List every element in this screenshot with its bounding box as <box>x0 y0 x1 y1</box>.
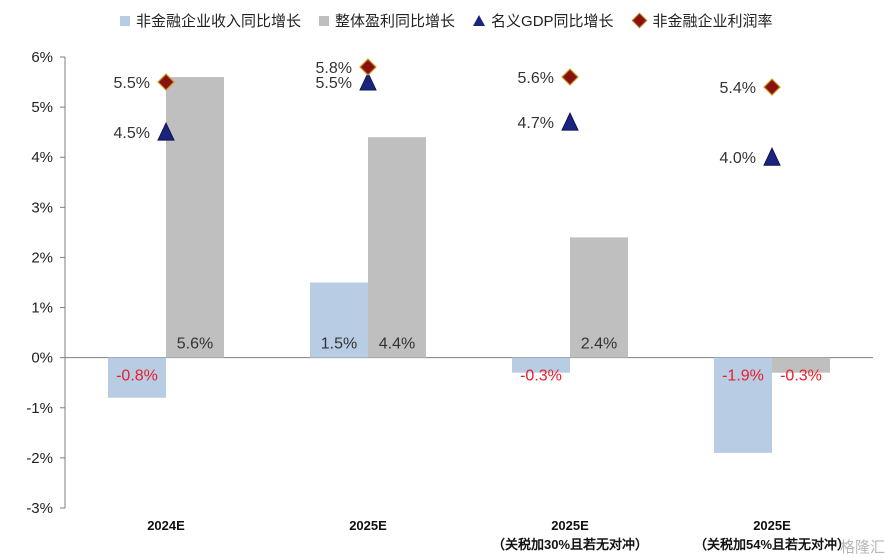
category-label: 2024E <box>147 518 185 533</box>
gdp-marker <box>561 111 579 131</box>
earnings-bar-label: -0.3% <box>780 368 822 385</box>
legend-label-earnings: 整体盈利同比增长 <box>335 13 456 30</box>
earnings-bar-label: 4.4% <box>379 336 415 353</box>
y-tick-label: -1% <box>26 400 53 417</box>
revenue-bar-label: 1.5% <box>321 336 357 353</box>
earnings-bar <box>570 237 628 358</box>
y-tick-label: 3% <box>31 199 53 216</box>
legend-label-margin: 非金融企业利润率 <box>652 13 773 30</box>
y-tick-label: 5% <box>31 99 53 116</box>
gdp-label: 5.5% <box>316 75 352 92</box>
category-label: 2025E <box>753 518 791 533</box>
earnings-bar <box>368 137 426 358</box>
revenue-bar <box>714 357 772 453</box>
gdp-label: 4.7% <box>518 115 554 132</box>
earnings-bar <box>166 77 224 358</box>
legend-item-earnings: 整体盈利同比增长 <box>319 10 455 31</box>
legend: 非金融企业收入同比增长 整体盈利同比增长 名义GDP同比增长 非金融企业利润率 <box>120 10 773 31</box>
revenue-bar <box>310 282 368 358</box>
legend-item-gdp: 名义GDP同比增长 <box>473 10 614 31</box>
y-tick-label: -3% <box>26 500 53 517</box>
revenue-bar-label: -0.8% <box>116 368 158 385</box>
category-sublabel: （关税加54%且若无对冲） <box>694 537 850 552</box>
legend-swatch-earnings <box>319 15 330 26</box>
earnings-bar-label: 5.6% <box>177 336 213 353</box>
margin-label: 5.6% <box>518 70 554 87</box>
watermark: 格隆汇 <box>840 539 885 556</box>
gdp-label: 4.5% <box>114 125 150 142</box>
category-label: 2025E <box>349 518 387 533</box>
y-tick-label: 1% <box>31 300 53 317</box>
legend-item-margin: 非金融企业利润率 <box>631 10 773 31</box>
y-tick-label: -2% <box>26 450 53 467</box>
y-tick-label: 0% <box>31 350 53 367</box>
margin-marker <box>763 78 781 96</box>
y-tick-label: 4% <box>31 149 53 166</box>
y-tick-label: 2% <box>31 249 53 266</box>
category-sublabel: （关税加30%且若无对冲） <box>492 537 648 552</box>
revenue-bar <box>108 357 166 398</box>
legend-label-gdp: 名义GDP同比增长 <box>491 13 614 30</box>
margin-marker <box>561 68 579 86</box>
y-tick-label: 6% <box>31 49 53 66</box>
gdp-marker <box>763 147 781 166</box>
gdp-marker <box>157 121 175 141</box>
legend-item-revenue: 非金融企业收入同比增长 <box>120 10 301 31</box>
revenue-bar <box>512 357 570 373</box>
margin-label: 5.4% <box>720 80 756 97</box>
margin-label: 5.8% <box>316 60 352 77</box>
category-label: 2025E <box>551 518 589 533</box>
margin-label: 5.5% <box>114 75 150 92</box>
margin-marker <box>157 73 175 91</box>
revenue-bar-label: -0.3% <box>520 368 562 385</box>
earnings-bar <box>772 357 830 373</box>
triangle-icon <box>473 15 486 26</box>
margin-marker <box>359 58 377 76</box>
gdp-marker <box>359 71 377 91</box>
revenue-bar-label: -1.9% <box>722 368 764 385</box>
legend-label-revenue: 非金融企业收入同比增长 <box>136 13 302 30</box>
gdp-label: 4.0% <box>720 150 756 167</box>
earnings-bar-label: 2.4% <box>581 336 617 353</box>
legend-swatch-revenue <box>120 15 130 26</box>
